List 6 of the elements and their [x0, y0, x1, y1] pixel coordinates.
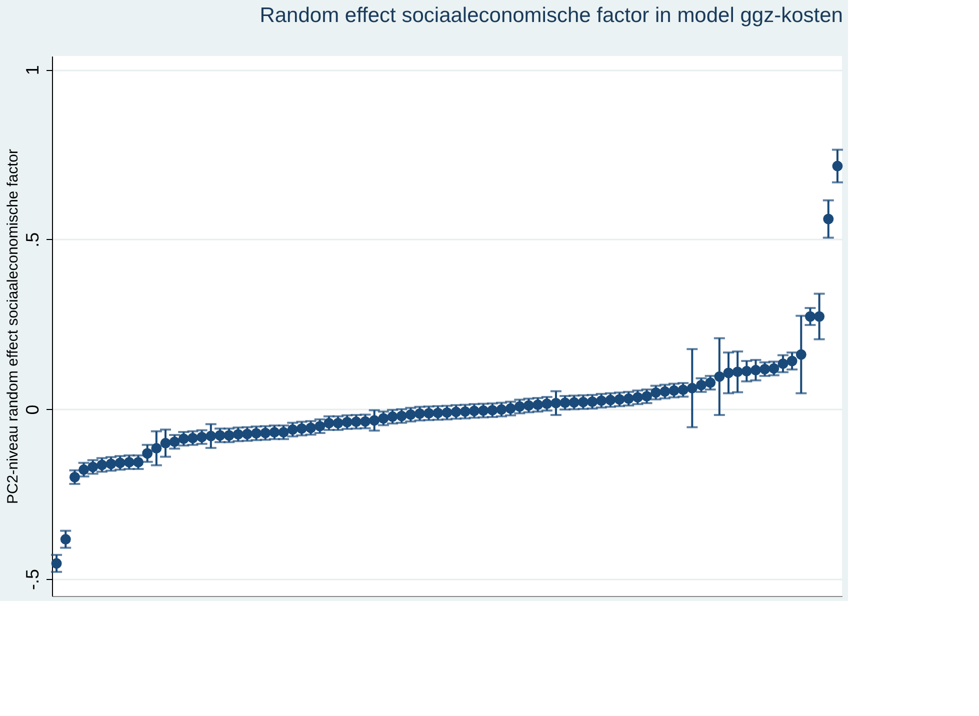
- y-tick-label: .5: [22, 232, 42, 248]
- chart-title: Random effect sociaaleconomische factor in model ggz-kosten: [260, 4, 843, 27]
- y-tick-label: -.5: [22, 569, 42, 590]
- y-tick-label: 1: [22, 65, 42, 76]
- y-tick-label: 0: [22, 404, 42, 415]
- y-axis-title: PC2-niveau random effect sociaaleconomische factor: [4, 149, 22, 504]
